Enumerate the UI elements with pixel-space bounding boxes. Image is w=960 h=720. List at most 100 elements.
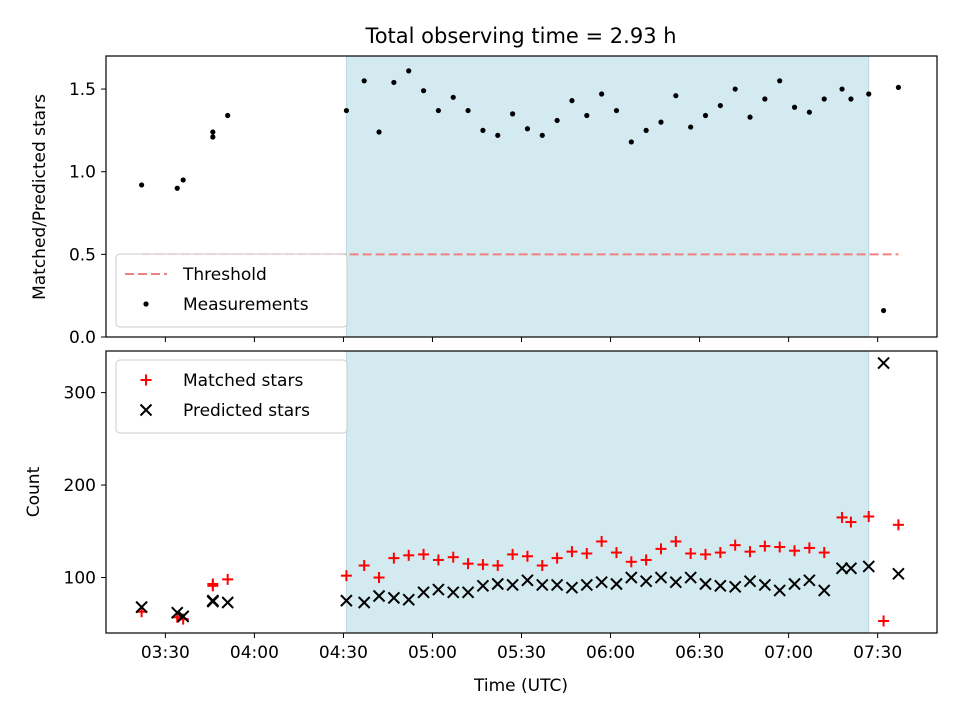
top-series-0-point-4 [210,134,216,140]
bottom-series-0-point-16 [492,560,504,572]
bottom-panel: 03:30 04:00 04:30 05:00 05:30 06:00 06:30 07:00… [24,350,938,663]
top-series-0-point-22 [584,112,590,119]
bottom-series-1-point-19 [536,578,549,592]
bottom-series-1-point-20-b [550,578,564,592]
top-series-0-point-16 [495,132,501,138]
top-series-0-point-25-shape [628,139,634,145]
bottom-series-0-point-39 [836,511,848,523]
bottom-series-1 [135,356,905,623]
bottom-series-1-point-9-b [387,591,401,605]
top-series-0-point-16-shape [495,132,501,138]
top-series-0-point-30 [702,112,709,119]
top-series-0-point-38-shape [821,96,827,102]
bottom-series-0-point-27 [655,543,667,555]
top-series-0-point-23 [599,91,605,97]
bottom-series-0-point-9 [388,552,400,564]
top-series-0-point-9-shape [391,79,397,86]
bottom-series-1-point-39 [835,562,849,575]
top-series-0-point-40 [848,96,854,102]
top-series-0-point-33-shape [747,114,753,120]
bottom-legend-marker-1-b [139,403,153,417]
top-y-tick-label-2: 1.0 [69,163,96,183]
top-series-0-point-27 [658,119,664,125]
bottom-series-0-point-17 [507,548,519,560]
bottom-series-0-point-12 [432,554,444,566]
top-series-0-point-29-shape [688,124,694,130]
bottom-series-1-point-40 [844,562,858,575]
bottom-series-0-point-41 [863,511,875,523]
bottom-series-1-point-43 [892,567,905,581]
bottom-series-1-point-20 [550,578,564,592]
top-series-0-point-25 [628,139,634,145]
bottom-series-1-point-36-b [788,577,801,591]
bottom-series-1-point-13-b [447,586,460,599]
bottom-series-1-point-11-b [417,586,430,599]
top-series-0-point-5-shape [225,112,231,119]
top-series-0-point-38 [821,96,827,102]
top-series-0-point-10 [406,68,412,74]
bottom-series-1-point-26 [639,575,653,588]
bottom-series-1-point-1 [171,606,184,619]
bottom-legend-marker-0 [140,374,152,386]
bottom-y-tick-label-2: 300 [64,384,96,404]
bottom-series-1-point-37-b [803,574,816,587]
bottom-series-1-point-14-b [461,586,475,599]
top-series-0-point-35-shape [777,78,783,84]
bottom-series-0-point-29 [685,547,697,559]
bottom-series-1-point-37 [803,574,816,587]
top-series-0-point-18-shape [524,126,531,132]
bottom-series-0-point-42 [878,615,890,627]
top-series-0-point-32-shape [732,86,738,92]
top-series-0-point-37 [806,109,812,115]
bottom-series-1-point-9 [387,591,401,605]
top-series-0-point-8 [376,129,382,135]
top-series-0-point-36 [791,104,798,110]
top-series-0-point-2 [180,177,186,183]
bottom-series-1-point-43-b [892,567,905,581]
bottom-series-1-point-38 [818,584,831,597]
bottom-series-1-point-33 [743,575,757,588]
bottom-series-0-point-7 [358,560,370,572]
bottom-series-layer [135,356,905,627]
bottom-series-1-point-32 [728,580,742,593]
bottom-series-1-point-34 [758,578,772,592]
bottom-series-1-point-2-b [176,610,190,623]
bottom-series-1-point-0-b [135,600,148,614]
top-series-0-point-19 [539,132,545,138]
bottom-series-1-point-28-b [669,575,683,589]
top-legend-label-0: Threshold [182,265,267,285]
bottom-series-0-point-6 [340,570,352,582]
bottom-series-1-point-10-b [402,593,415,606]
bottom-series-1-point-0 [135,600,148,614]
bottom-series-1-point-27 [654,571,668,584]
bottom-series-1-point-25 [625,571,638,584]
top-series-0-point-28 [673,93,679,99]
x-tick-label-2: 04:30 [319,643,368,663]
top-series-0-point-21 [569,98,575,104]
top-y-axis-label: Matched/Predicted stars [30,94,50,300]
top-series-0-point-15 [480,127,486,133]
top-y-tick-label-0: 0.0 [69,328,96,348]
bottom-series-1-point-35 [773,584,786,597]
top-series-0-point-13-shape [450,94,456,100]
bottom-series-1-point-21-b [565,581,579,594]
bottom-series-1-point-38-b [818,584,831,597]
bottom-series-1-point-6 [340,594,353,607]
bottom-series-1-point-1-b [171,606,184,619]
bottom-series-1-point-10 [402,593,415,606]
top-series-0-point-35 [777,78,783,84]
top-series-0-point-13 [450,94,456,100]
top-series-0-point-37-shape [806,109,812,115]
bottom-series-1-point-30-b [699,577,712,591]
bottom-series-1-point-39-b [835,562,849,575]
top-panel: 0.0 0.5 1.0 1.5 Matched/Predicted stars Thr… [30,55,938,348]
top-series-layer [139,68,902,314]
top-shaded-interval [345,55,870,338]
bottom-legend-label-0: Matched stars [183,371,303,391]
top-series-0-point-23-shape [599,91,605,97]
bottom-series-0-point-13 [447,551,459,563]
top-series-0-point-39-shape [839,86,845,92]
bottom-series-1-point-15-b [476,579,490,593]
bottom-series-1-point-31 [714,579,727,593]
bottom-series-1-point-27-b [654,571,668,584]
